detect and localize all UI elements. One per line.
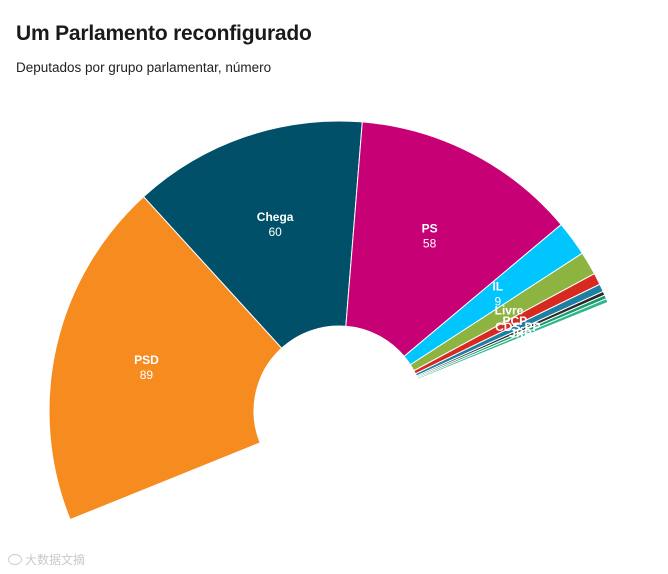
segment-label-livre: Livre [495, 303, 524, 317]
chart-title: Um Parlamento reconfigurado [16, 22, 312, 45]
segment-label-psd: PSD [134, 353, 159, 367]
segment-label-jpp: JPP [509, 326, 532, 340]
segment-ps [345, 121, 562, 358]
segment-pan [416, 298, 609, 380]
segment-label-cds-pp: CDS-PP [495, 320, 540, 334]
watermark-logo-icon [8, 554, 22, 565]
segment-value-il: 9 [494, 295, 501, 309]
segment-psd [48, 195, 283, 521]
segment-value-psd: 89 [140, 368, 154, 382]
segment-label-il: IL [492, 280, 503, 294]
segment-label-chega: Chega [257, 210, 294, 224]
segment-value-ps: 58 [423, 237, 437, 251]
segment-label-ps: PS [422, 222, 438, 236]
chart-segments [48, 120, 609, 521]
chart-subtitle: Deputados por grupo parlamentar, número [16, 60, 272, 75]
segment-chega [142, 120, 363, 349]
segment-label-pan: 1 [518, 329, 525, 343]
watermark-text: 大数据文摘 [25, 553, 86, 567]
segment-value-chega: 60 [268, 225, 282, 239]
segment-label-pcp: PCP [502, 314, 527, 328]
watermark: 大数据文摘 [8, 551, 85, 568]
